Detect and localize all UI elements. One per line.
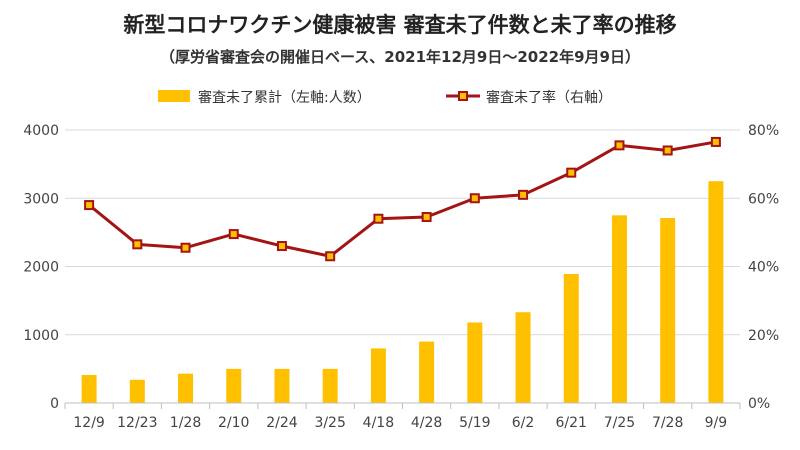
gridlines: [65, 129, 740, 404]
legend: 審査未了累計（左軸:人数） 審査未了率（右軸）: [158, 89, 612, 106]
bar-series: [81, 181, 724, 403]
chart-subtitle: （厚労省審査会の開催日ベース、2021年12月9日～2022年9月9日）: [160, 48, 640, 66]
bar: [322, 368, 338, 403]
line-point: [469, 193, 480, 204]
line-point: [518, 189, 529, 200]
bar: [708, 181, 724, 403]
right-tick-label: 60%: [748, 191, 779, 207]
left-tick-label: 0: [50, 396, 59, 412]
x-tick-label: 12/9: [73, 415, 104, 431]
right-tick-label: 80%: [748, 123, 779, 139]
bar: [178, 373, 194, 403]
line-point: [84, 200, 95, 211]
line-point: [180, 242, 191, 253]
left-tick-label: 2000: [23, 260, 59, 276]
x-tick-label: 4/28: [411, 415, 442, 431]
bar: [515, 312, 531, 403]
x-axis: 12/9 12/23 1/28 2/10 2/24 3/25 4/18 4/28 5/19 6/2…: [64, 402, 741, 431]
left-tick-label: 3000: [23, 191, 59, 207]
x-tick-label: 7/25: [604, 415, 635, 431]
bar: [226, 368, 242, 403]
x-tick-label: 6/2: [512, 415, 535, 431]
bar: [467, 322, 483, 403]
bar: [419, 341, 435, 403]
rate-line: [88, 140, 717, 258]
bar: [129, 379, 145, 403]
x-tick-label: 7/28: [652, 415, 683, 431]
line-point: [228, 229, 239, 240]
x-tick-label: 3/25: [314, 415, 345, 431]
line-point: [566, 167, 577, 178]
line-point: [325, 251, 336, 262]
legend-line-marker: [458, 91, 468, 101]
legend-line-label: 審査未了率（右軸）: [486, 89, 612, 106]
x-tick-label: 5/19: [459, 415, 490, 431]
x-tick-label: 2/10: [218, 415, 249, 431]
chart-title: 新型コロナワクチン健康被害 審査未了件数と未了率の推移: [123, 13, 676, 37]
line-series: [84, 136, 721, 262]
x-tick-label: 1/28: [170, 415, 201, 431]
bar: [81, 375, 97, 403]
legend-bar-swatch: [158, 90, 190, 102]
legend-bar-label: 審査未了累計（左軸:人数）: [198, 90, 371, 106]
bar: [660, 218, 676, 403]
right-tick-label: 0%: [748, 396, 770, 412]
right-axis: 0% 20% 40% 60% 80%: [748, 123, 779, 412]
line-point: [373, 213, 384, 224]
line-point: [710, 136, 721, 147]
line-point: [276, 241, 287, 252]
left-tick-label: 1000: [23, 328, 59, 344]
left-axis: 0 1000 2000 3000 4000: [23, 123, 59, 412]
bar: [611, 215, 627, 403]
bar: [563, 274, 579, 403]
x-tick-label: 2/24: [266, 415, 298, 431]
line-point: [614, 140, 625, 151]
line-point: [421, 212, 432, 223]
bar: [274, 368, 290, 403]
left-tick-label: 4000: [23, 123, 59, 139]
line-point: [132, 239, 143, 250]
bar: [370, 348, 386, 403]
x-tick-label: 9/9: [705, 415, 728, 431]
x-tick-label: 4/18: [363, 415, 394, 431]
x-tick-label: 12/23: [117, 415, 157, 431]
right-tick-label: 20%: [748, 328, 779, 344]
right-tick-label: 40%: [748, 260, 779, 276]
line-point: [662, 145, 673, 156]
x-tick-label: 6/21: [556, 415, 587, 431]
